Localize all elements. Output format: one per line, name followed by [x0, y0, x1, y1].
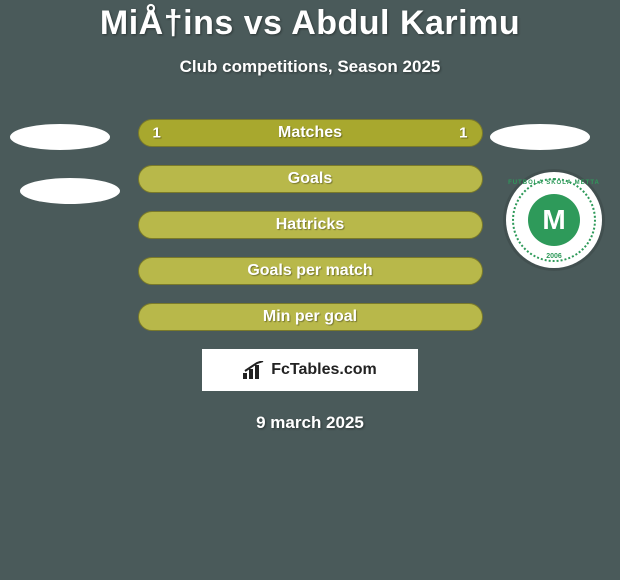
- stat-row-min-per-goal: Min per goal: [138, 303, 483, 331]
- subtitle: Club competitions, Season 2025: [0, 57, 620, 77]
- page-title: MiÅ†ins vs Abdul Karimu: [0, 4, 620, 43]
- watermark-text: FcTables.com: [271, 361, 377, 379]
- date: 9 march 2025: [0, 413, 620, 433]
- stat-label: Min per goal: [263, 308, 357, 326]
- stat-label: Goals per match: [247, 262, 372, 280]
- comparison-card: MiÅ†ins vs Abdul Karimu Club competition…: [0, 0, 620, 580]
- stat-left-value: 1: [153, 125, 161, 142]
- stat-label: Goals: [288, 170, 332, 188]
- stat-right-value: 1: [459, 125, 467, 142]
- stats-list: 1 Matches 1 Goals Hattricks Goals per ma…: [0, 119, 620, 331]
- stat-label: Matches: [278, 124, 342, 142]
- stat-row-matches: 1 Matches 1: [138, 119, 483, 147]
- chart-icon: [243, 361, 265, 379]
- stat-label: Hattricks: [276, 216, 344, 234]
- stat-row-goals: Goals: [138, 165, 483, 193]
- club-logo-letter: M: [528, 194, 580, 246]
- stat-row-hattricks: Hattricks: [138, 211, 483, 239]
- watermark: FcTables.com: [202, 349, 418, 391]
- stat-row-goals-per-match: Goals per match: [138, 257, 483, 285]
